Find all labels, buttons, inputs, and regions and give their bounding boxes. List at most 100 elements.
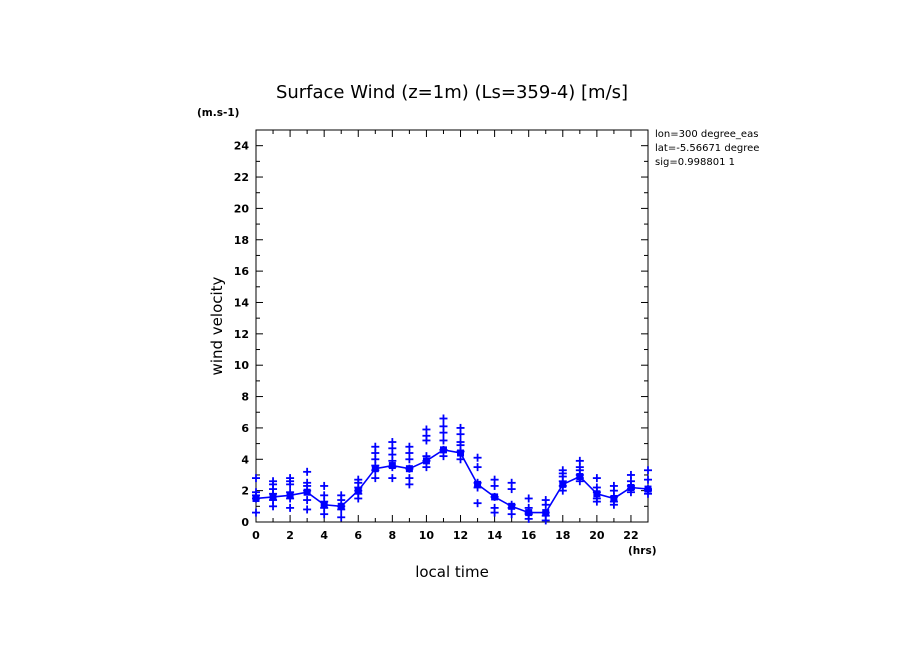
y-unit-label: (m.s-1) [197, 107, 239, 119]
axis-ticks [255, 129, 649, 523]
data-point [609, 481, 618, 490]
data-point [286, 503, 295, 512]
y-tick-label: 16 [234, 265, 250, 278]
y-tick-label: 22 [234, 171, 249, 184]
x-tick-labels: 0 2 4 6 8 10 12 14 16 18 20 22 [252, 529, 638, 542]
data-point [524, 494, 533, 503]
data-point [507, 478, 516, 487]
mean-marker [252, 494, 260, 502]
data-point [286, 474, 295, 483]
x-tick-label: 6 [354, 529, 362, 542]
data-point [320, 481, 329, 490]
data-point [354, 475, 363, 484]
mean-marker [525, 509, 533, 517]
data-point [644, 475, 652, 484]
x-tick-label: 10 [419, 529, 435, 542]
y-tick-label: 8 [241, 391, 249, 404]
mean-marker [303, 488, 311, 496]
mean-marker [439, 446, 447, 454]
x-tick-label: 4 [320, 529, 328, 542]
y-tick-label: 20 [234, 202, 250, 215]
data-point [626, 470, 635, 479]
data-point [439, 414, 448, 423]
data-point [252, 474, 260, 483]
mean-marker [422, 457, 430, 465]
mean-marker [269, 493, 277, 501]
data-point [473, 499, 482, 508]
y-tick-label: 2 [241, 485, 249, 498]
data-point [371, 442, 380, 451]
data-point [473, 463, 482, 472]
data-point [473, 453, 482, 462]
mean-marker [286, 491, 294, 499]
data-point [303, 496, 312, 505]
mean-marker [388, 462, 396, 470]
plot-frame [255, 129, 649, 523]
data-point [456, 423, 465, 432]
mean-line [255, 449, 649, 514]
y-tick-label: 6 [241, 422, 249, 435]
y-tick-label: 4 [241, 453, 249, 466]
data-point [405, 442, 414, 451]
data-point [644, 466, 652, 475]
x-tick-label: 8 [389, 529, 397, 542]
chart-title: Surface Wind (z=1m) (Ls=359-4) [m/s] [276, 82, 628, 103]
data-point [405, 474, 414, 483]
data-point [439, 422, 448, 431]
data-point [439, 436, 448, 445]
mean-marker [491, 493, 499, 501]
y-axis-label: wind velocity [208, 276, 226, 375]
mean-marker [337, 502, 345, 510]
info-lon: lon=300 degree_eas [655, 129, 758, 140]
mean-marker [610, 494, 618, 502]
mean-line-group [252, 446, 652, 517]
y-tick-label: 0 [241, 516, 249, 529]
data-points [252, 414, 652, 525]
data-point [575, 456, 584, 465]
mean-marker [542, 509, 550, 517]
mean-marker [371, 465, 379, 473]
data-point [490, 475, 499, 484]
data-point [337, 491, 346, 500]
x-axis-label: local time [415, 563, 489, 581]
y-tick-label: 12 [234, 328, 249, 341]
data-point [388, 474, 397, 483]
data-point [252, 508, 260, 517]
data-point [337, 513, 346, 522]
x-unit-label: (hrs) [628, 545, 657, 557]
data-point [422, 425, 431, 434]
y-tick-label: 18 [234, 234, 249, 247]
x-tick-label: 12 [453, 529, 468, 542]
mean-marker [354, 487, 362, 495]
x-tick-label: 0 [252, 529, 260, 542]
x-tick-label: 18 [555, 529, 570, 542]
mean-marker [576, 473, 584, 481]
mean-marker [559, 480, 567, 488]
mean-marker [508, 502, 516, 510]
mean-marker [593, 490, 601, 498]
x-tick-label: 14 [487, 529, 503, 542]
data-point [558, 466, 567, 475]
data-point [371, 474, 380, 483]
y-tick-label: 24 [234, 140, 250, 153]
data-point [303, 505, 312, 514]
mean-marker [627, 484, 635, 492]
y-tick-label: 14 [234, 296, 250, 309]
mean-marker [644, 485, 652, 493]
data-point [269, 477, 278, 486]
data-point [388, 438, 397, 447]
x-tick-label: 2 [286, 529, 294, 542]
x-tick-label: 22 [623, 529, 638, 542]
data-point [252, 488, 260, 497]
data-point [490, 503, 499, 512]
info-lat: lat=-5.56671 degree [655, 143, 759, 154]
x-tick-label: 16 [521, 529, 537, 542]
data-point [303, 467, 312, 476]
data-point [456, 438, 465, 447]
mean-marker [320, 501, 328, 509]
x-tick-label: 20 [589, 529, 605, 542]
info-sig: sig=0.998801 1 [655, 157, 735, 168]
mean-marker [457, 449, 465, 457]
